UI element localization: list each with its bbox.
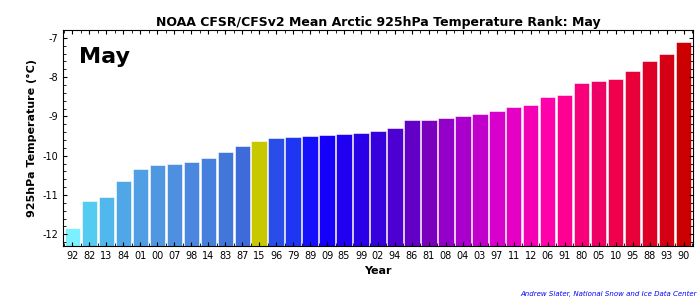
Bar	[438, 118, 454, 246]
Bar	[473, 114, 487, 246]
Bar	[269, 138, 284, 246]
Bar	[523, 105, 538, 246]
Bar	[132, 169, 148, 246]
Bar	[218, 152, 233, 246]
Bar	[167, 164, 182, 246]
Bar	[421, 119, 437, 246]
Bar	[354, 133, 369, 246]
Bar	[234, 146, 250, 246]
Bar	[455, 116, 470, 246]
Bar	[302, 136, 318, 246]
Bar	[99, 197, 114, 246]
Bar	[183, 162, 199, 246]
Y-axis label: 925hPa Temperature (°C): 925hPa Temperature (°C)	[27, 59, 36, 217]
Bar	[574, 83, 589, 246]
Bar	[319, 135, 335, 246]
Text: May: May	[78, 47, 130, 67]
Bar	[608, 79, 624, 246]
X-axis label: Year: Year	[364, 266, 392, 276]
Bar	[405, 120, 419, 246]
Bar	[676, 42, 692, 246]
Bar	[370, 131, 386, 246]
Bar	[200, 158, 216, 246]
Bar	[506, 106, 522, 246]
Bar	[659, 54, 674, 246]
Title: NOAA CFSR/CFSv2 Mean Arctic 925hPa Temperature Rank: May: NOAA CFSR/CFSv2 Mean Arctic 925hPa Tempe…	[155, 16, 601, 29]
Bar	[387, 128, 402, 246]
Bar	[625, 71, 640, 246]
Text: Andrew Slater, National Snow and Ice Data Center: Andrew Slater, National Snow and Ice Dat…	[520, 291, 696, 297]
Bar	[251, 141, 267, 246]
Bar	[489, 110, 505, 246]
Bar	[337, 134, 351, 246]
Bar	[64, 228, 80, 246]
Bar	[591, 81, 606, 246]
Bar	[82, 201, 97, 246]
Bar	[642, 61, 657, 246]
Bar	[286, 137, 301, 246]
Bar	[540, 97, 556, 246]
Bar	[150, 166, 165, 246]
Bar	[116, 181, 131, 246]
Bar	[557, 95, 573, 246]
